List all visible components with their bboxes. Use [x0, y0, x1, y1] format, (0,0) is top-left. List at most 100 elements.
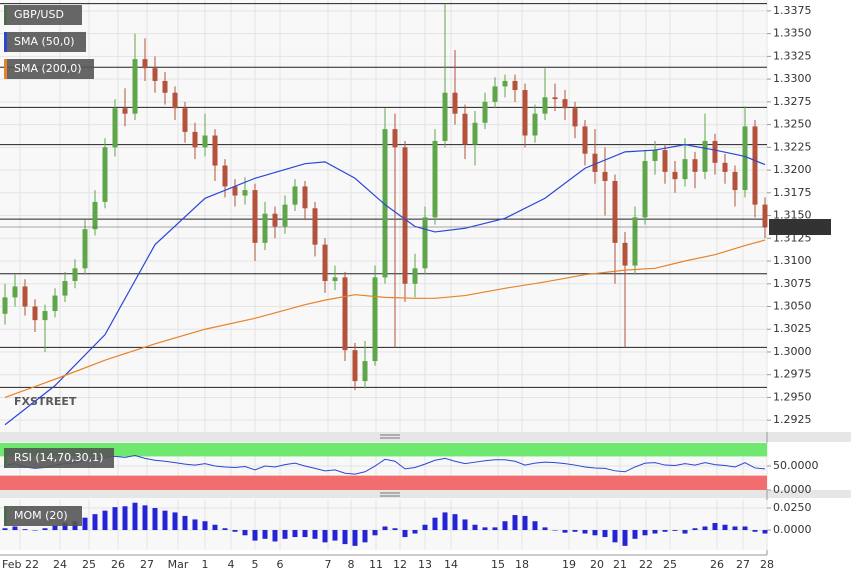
mom-bar: [302, 530, 308, 538]
mom-bar: [342, 530, 348, 545]
y-tick-label: 1.3050: [773, 299, 812, 312]
mom-bar: [752, 530, 758, 532]
candle-body: [162, 80, 168, 93]
candle-body: [592, 153, 598, 172]
mom-bar: [622, 530, 628, 546]
mom-bar: [612, 530, 618, 543]
x-tick-label: 26: [111, 558, 125, 571]
x-tick-label: 20: [590, 558, 604, 571]
x-tick-label: 7: [325, 558, 332, 571]
candle-body: [522, 90, 528, 136]
mom-bar: [182, 515, 188, 531]
y-tick-label: 1.3150: [773, 209, 812, 222]
candle-body: [292, 186, 298, 205]
candle-body: [482, 101, 488, 123]
x-tick-label: 28: [760, 558, 774, 571]
x-tick-label: 25: [82, 558, 96, 571]
mom-bar: [702, 526, 708, 531]
candle-body: [462, 113, 468, 145]
candle-body: [612, 180, 618, 243]
mom-bar: [602, 530, 608, 538]
candle-body: [472, 122, 478, 145]
mom-bar: [682, 530, 688, 534]
mom-bar: [32, 530, 38, 531]
candle-body: [172, 92, 178, 109]
mom-bar: [252, 530, 258, 541]
x-tick-label: 4: [228, 558, 235, 571]
sma-line: [4, 143, 766, 426]
y-tick-label: 1.3025: [773, 322, 812, 335]
y-tick-label: 0.0250: [773, 501, 812, 514]
candle-body: [662, 150, 668, 172]
candle-body: [632, 217, 638, 266]
candle-body: [62, 281, 68, 296]
candle-body: [622, 242, 628, 266]
mom-bar: [412, 530, 418, 534]
mom-bar: [542, 527, 548, 531]
mom-bar: [652, 530, 658, 534]
mom-bar: [192, 519, 198, 531]
candle-body: [382, 129, 388, 278]
candle-body: [672, 171, 678, 180]
candle-body: [152, 68, 158, 81]
mom-bar: [562, 530, 568, 533]
candle-body: [702, 140, 708, 172]
candle-body: [252, 190, 258, 243]
y-tick-label: 0.0000: [773, 523, 812, 536]
x-tick-label: 26: [710, 558, 724, 571]
mom-bar: [432, 517, 438, 531]
candle-body: [242, 190, 248, 196]
panel-divider: [0, 490, 851, 498]
mom-bar: [472, 524, 478, 531]
candle-body: [352, 350, 358, 382]
mom-bar: [382, 526, 388, 531]
x-tick-label: 22: [639, 558, 653, 571]
candle-body: [32, 306, 38, 321]
mom-bar: [512, 515, 518, 531]
mom-bar: [332, 530, 338, 541]
rsi-line: [4, 454, 766, 475]
candle-body: [372, 277, 378, 362]
y-tick-label: 1.3275: [773, 95, 812, 108]
candle-body: [182, 108, 188, 132]
mom-bar: [722, 524, 728, 531]
mom-bar: [692, 528, 698, 531]
x-tick-label: 5: [252, 558, 259, 571]
candle-body: [682, 159, 688, 180]
candle-body: [142, 59, 148, 69]
mom-bar: [552, 530, 558, 531]
x-tick-label: 12: [393, 558, 407, 571]
candle-body: [722, 162, 728, 172]
candle-body: [222, 165, 228, 187]
legend-label: GBP/USD: [14, 8, 64, 21]
candle-body: [532, 113, 538, 136]
candle-body: [712, 140, 718, 163]
mom-bar: [222, 528, 228, 531]
candle-body: [642, 160, 648, 218]
candle-body: [342, 277, 348, 351]
mom-bar: [112, 507, 118, 531]
candle-body: [362, 361, 368, 382]
candle-body: [92, 201, 98, 230]
candle-body: [332, 277, 338, 282]
y-tick-label: 1.3000: [773, 345, 812, 358]
mom-bar: [502, 521, 508, 531]
mom-bar: [662, 530, 668, 532]
x-tick-label: 11: [369, 558, 383, 571]
candle-body: [212, 135, 218, 166]
mom-bar: [492, 527, 498, 531]
candle-body: [122, 108, 128, 114]
legend-label: SMA (200,0): [14, 62, 82, 75]
candle-body: [582, 126, 588, 154]
mom-bar: [352, 530, 358, 546]
candle-body: [322, 244, 328, 282]
candle-body: [572, 108, 578, 127]
candle-body: [72, 268, 78, 282]
candle-body: [652, 150, 658, 161]
mom-bar: [392, 528, 398, 531]
candle-body: [392, 129, 398, 148]
candle-body: [232, 186, 238, 196]
candle-body: [542, 97, 548, 114]
legend-label: MOM (20): [14, 509, 68, 522]
candle-body: [202, 135, 208, 148]
